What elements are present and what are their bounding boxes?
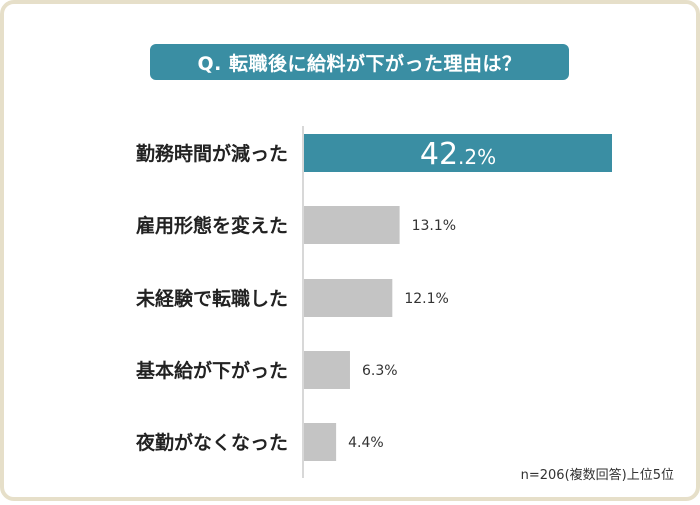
bar-chart: 勤務時間が減った 42.2% 雇用形態を変えた 13.1% 未経験で転職した 12.1% 基…	[135, 126, 612, 478]
value-label: 12.1%	[404, 291, 448, 307]
bar	[304, 423, 337, 461]
category-label: 基本給が下がった	[135, 359, 288, 382]
sample-note: n=206(複数回答)上位5位	[520, 468, 674, 483]
chart-title: Q. 転職後に給料が下がった理由は？	[150, 44, 569, 80]
category-label: 勤務時間が減った	[136, 142, 288, 165]
category-label: 雇用形態を変えた	[136, 214, 288, 237]
category-label: 夜勤がなくなった	[135, 431, 288, 454]
bar	[304, 351, 350, 389]
value-label: 4.4%	[348, 435, 384, 451]
bar	[304, 134, 612, 172]
value-label: 6.3%	[362, 363, 398, 379]
bar	[304, 279, 393, 317]
category-label: 未経験で転職した	[135, 287, 288, 310]
bar	[304, 206, 400, 244]
value-label: 42.2%	[420, 137, 496, 172]
value-label: 13.1%	[412, 218, 456, 234]
